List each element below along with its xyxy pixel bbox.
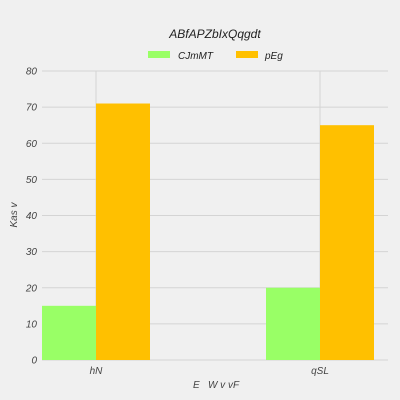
y-tick-label-40: 40: [26, 211, 38, 222]
bars: [42, 103, 374, 360]
chart-title: ABfAPZbIxQqgdt: [168, 27, 261, 41]
legend-swatch-cjmmt: [148, 51, 170, 58]
legend: CJmMT pEg: [148, 51, 283, 62]
y-tick-label-30: 30: [26, 247, 38, 258]
legend-label-peg: pEg: [264, 51, 283, 62]
x-tick-label-qSL: qSL: [311, 366, 329, 377]
bar-cjmmt-qsl: [266, 287, 320, 360]
x-axis-ticks: hN qSL: [90, 366, 329, 377]
y-tick-label-80: 80: [26, 67, 38, 78]
x-axis-label: E W v vF: [193, 380, 240, 391]
bar-peg-qsl: [320, 125, 374, 360]
y-axis-label: Kas v: [9, 201, 20, 227]
y-tick-label-0: 0: [31, 356, 37, 367]
bar-peg-hn: [96, 103, 150, 360]
x-tick-label-hN: hN: [90, 366, 104, 377]
y-tick-label-20: 20: [25, 283, 38, 294]
legend-swatch-peg: [236, 51, 258, 58]
y-axis-ticks: 0 10 20 30 40 50 60 70 80: [25, 67, 38, 367]
y-tick-label-60: 60: [26, 139, 38, 150]
legend-label-cjmmt: CJmMT: [178, 51, 214, 62]
bar-cjmmt-hn: [42, 305, 96, 360]
y-tick-label-50: 50: [26, 175, 38, 186]
y-tick-label-10: 10: [26, 319, 38, 330]
y-tick-label-70: 70: [26, 103, 38, 114]
